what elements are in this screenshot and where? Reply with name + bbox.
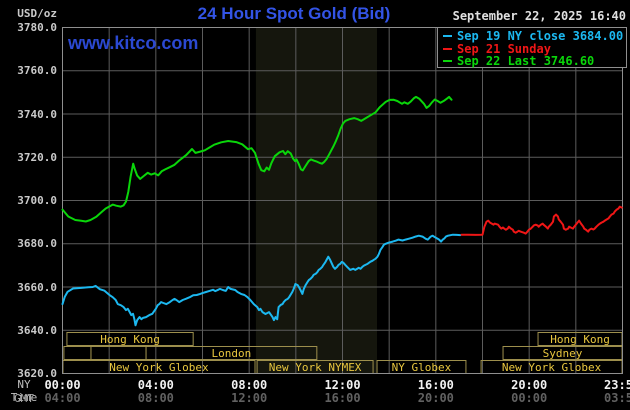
x-axis-tick-ny: 12:00 [324,377,361,392]
legend-color-dash [443,47,452,50]
market-session-box [63,346,92,360]
x-axis-tick-gmt: 04:00 [44,391,81,405]
x-axis-tick-ny: 20:00 [511,377,548,392]
x-axis-tick-ny: 04:00 [137,377,174,392]
legend-entry: Sep 19 NY close 3684.00 [438,29,626,44]
legend-color-dash [443,35,452,38]
y-axis-units-label: USD/oz [17,7,57,20]
market-session-label: Hong Kong [100,333,160,346]
market-session-label: NY Globex [392,361,452,374]
x-axis-tick-ny: 00:00 [44,377,81,392]
legend-color-dash [443,60,452,63]
gmt-axis-label: GMT [14,392,34,405]
market-session-label: Sydney [543,347,583,360]
y-axis-tick-label: 3640.0 [17,323,57,337]
x-axis-tick-gmt: 00:00 [511,391,548,405]
y-axis-tick-label: 3700.0 [17,194,57,207]
market-session-box [66,332,194,346]
price-line [460,205,623,236]
price-line [61,95,453,223]
x-axis-tick-ny: 16:00 [417,377,454,392]
y-axis-tick-label: 3660.0 [17,280,57,294]
page-title: 24 Hour Spot Gold (Bid) [197,4,391,23]
legend-entry-label: Sep 19 NY close 3684.00 [457,29,624,44]
x-axis-tick-gmt: 03:59 [604,391,630,405]
x-axis-tick-gmt: 20:00 [417,391,454,405]
y-axis-tick-label: 3760.0 [17,64,57,78]
plot-border [62,27,623,374]
kitco-watermark-link[interactable]: www.kitco.com [68,33,199,53]
y-axis-tick-label: 3620.0 [17,367,57,380]
market-session-label: London [212,347,252,360]
price-line [61,233,462,327]
market-session-label: Hong Kong [550,333,610,346]
y-axis-tick-label: 3720.0 [17,150,57,164]
market-session-box [90,346,147,360]
market-session-label: New York Globex [502,361,602,374]
ny-time-axis-label: NY Time [10,378,38,404]
y-axis-tick-label: 3680.0 [17,237,57,251]
x-axis-tick-gmt: 16:00 [324,391,361,405]
x-axis-tick-gmt: 12:00 [231,391,268,405]
market-session-box [145,346,318,360]
x-axis-tick-ny: 23:59 [604,377,630,392]
market-session-label: New York NYMEX [269,361,362,374]
x-axis-tick-ny: 08:00 [231,377,268,392]
legend: Sep 19 NY close 3684.00 Sep 21 Sunday Sep … [437,27,627,68]
market-session-label: New York Globex [109,361,209,374]
legend-entry: Sep 22 Last 3746.60 [438,54,626,69]
y-axis-tick-label: 3780.0 [17,21,57,34]
legend-entry-label: Sep 22 Last 3746.60 [457,54,595,69]
x-axis-tick-gmt: 08:00 [137,391,174,405]
timestamp: September 22, 2025 16:40 [452,9,626,23]
y-axis-tick-label: 3740.0 [17,107,57,121]
legend-entry: Sep 21 Sunday [438,41,626,56]
legend-entry-label: Sep 21 Sunday [457,41,551,56]
